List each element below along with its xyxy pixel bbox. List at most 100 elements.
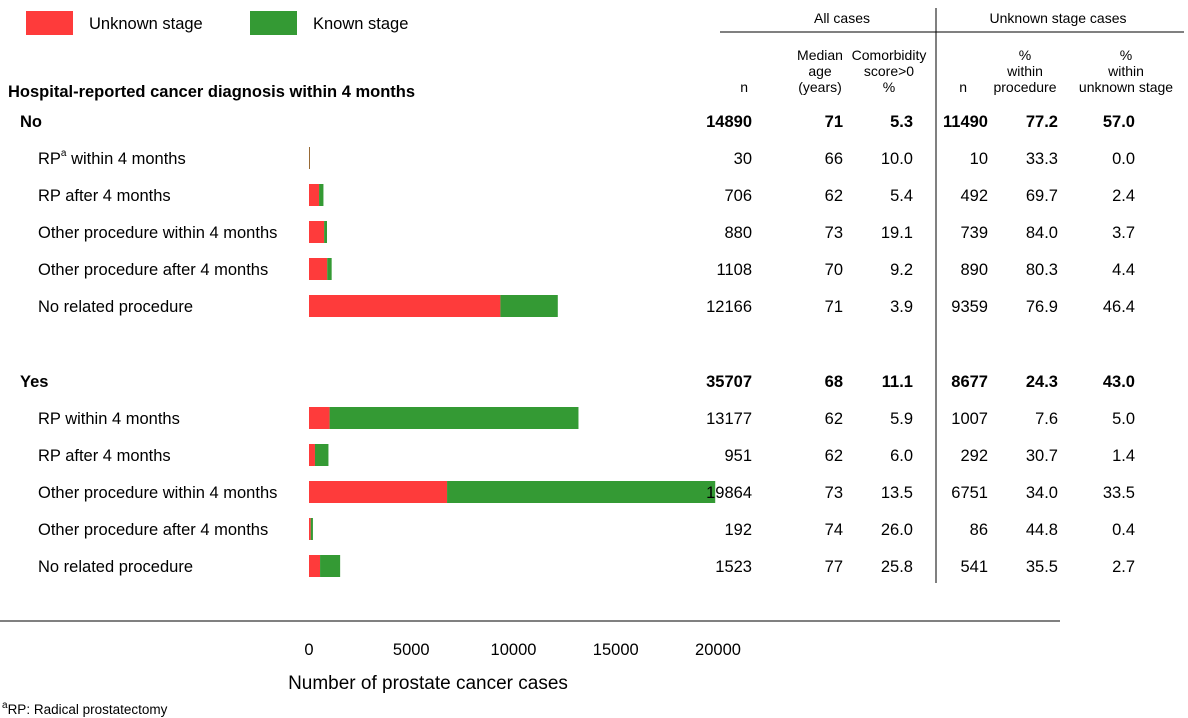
bar-unknown-stage (309, 258, 328, 280)
table-cell: 84.0 (1026, 224, 1058, 242)
x-tick-label: 5000 (393, 641, 430, 659)
table-cell: 739 (960, 224, 988, 242)
bar-known-stage (324, 221, 327, 243)
group-label-no: No (20, 113, 42, 131)
row-label: No related procedure (38, 558, 193, 576)
table-cell: 73 (825, 224, 843, 242)
table-cell: 80.3 (1026, 261, 1058, 279)
x-axis-label: Number of prostate cancer cases (288, 673, 568, 694)
table-cell: 46.4 (1103, 298, 1135, 316)
column-header-5: within (1107, 63, 1144, 79)
table-cell: 76.9 (1026, 298, 1058, 316)
group-total-cell: 8677 (951, 373, 988, 391)
column-header-1: Median (797, 47, 843, 63)
row-label-text: No related procedure (38, 298, 193, 316)
column-header-0: n (740, 79, 748, 95)
table-cell: 34.0 (1026, 484, 1058, 502)
row-label-suffix: within 4 months (66, 150, 185, 168)
row-label: Other procedure after 4 months (38, 521, 268, 539)
column-header-5: % (1120, 47, 1132, 63)
table-cell: 19.1 (881, 224, 913, 242)
table-cell: 2.7 (1112, 558, 1135, 576)
table-cell: 71 (825, 298, 843, 316)
column-header-2: % (883, 79, 895, 95)
group-total-cell: 11490 (943, 113, 988, 131)
column-header-3: n (959, 79, 967, 95)
row-label-text: Other procedure within 4 months (38, 484, 277, 502)
section-title: Hospital-reported cancer diagnosis withi… (8, 83, 415, 101)
legend-swatch-known (250, 11, 297, 35)
column-header-4: % (1019, 47, 1031, 63)
table-cell: 12166 (706, 298, 752, 316)
group-total-cell: 57.0 (1103, 113, 1135, 131)
footnote-marker: a (2, 700, 8, 711)
bar-unknown-stage (309, 518, 311, 540)
table-cell: 7.6 (1035, 410, 1058, 428)
bar-known-stage (327, 258, 332, 280)
row-label-text: Other procedure after 4 months (38, 521, 268, 539)
legend-swatch-unknown (26, 11, 73, 35)
table-cell: 35.5 (1026, 558, 1058, 576)
row-label-text: RP within 4 months (38, 410, 180, 428)
bar-known-stage (309, 147, 310, 169)
table-cell: 33.5 (1103, 484, 1135, 502)
group-total-cell: 14890 (706, 113, 752, 131)
group-label-yes: Yes (20, 373, 48, 391)
table-cell: 3.7 (1112, 224, 1135, 242)
table-cell: 13.5 (881, 484, 913, 502)
table-cell: 951 (724, 447, 752, 465)
table-cell: 9.2 (890, 261, 913, 279)
group-total-cell: 5.3 (890, 113, 913, 131)
row-label: RP within 4 months (38, 410, 180, 428)
table-cell: 13177 (706, 410, 752, 428)
group-total-cell: 11.1 (882, 373, 913, 391)
row-label: No related procedure (38, 298, 193, 316)
table-cell: 62 (825, 410, 843, 428)
bar-known-stage (320, 555, 341, 577)
row-label: Other procedure within 4 months (38, 224, 277, 242)
bar-known-stage (447, 481, 716, 503)
table-cell: 69.7 (1026, 187, 1058, 205)
table-cell: 77 (825, 558, 843, 576)
table-cell: 4.4 (1112, 261, 1135, 279)
table-cell: 3.9 (890, 298, 913, 316)
table-cell: 10 (970, 150, 988, 168)
x-tick-label: 20000 (695, 641, 741, 659)
table-cell: 44.8 (1026, 521, 1058, 539)
table-cell: 33.3 (1026, 150, 1058, 168)
table-cell: 706 (724, 187, 752, 205)
table-cell: 1007 (951, 410, 988, 428)
table-cell: 1523 (715, 558, 752, 576)
x-tick-label: 10000 (491, 641, 537, 659)
row-label: RPa within 4 months (38, 148, 186, 168)
bar-unknown-stage (309, 481, 448, 503)
bar-known-stage (314, 444, 329, 466)
table-cell: 880 (724, 224, 752, 242)
table-cell: 86 (970, 521, 988, 539)
table-cell: 73 (825, 484, 843, 502)
group-total-cell: 43.0 (1103, 373, 1135, 391)
bar-unknown-stage (309, 295, 501, 317)
column-header-1: (years) (798, 79, 842, 95)
column-header-2: Comorbidity (852, 47, 927, 63)
row-label: RP after 4 months (38, 447, 171, 465)
bar-known-stage (500, 295, 558, 317)
group-header-unknown-stage: Unknown stage cases (990, 10, 1127, 26)
bar-unknown-stage (309, 407, 330, 429)
table-cell: 292 (960, 447, 988, 465)
group-total-cell: 68 (825, 373, 843, 391)
table-cell: 26.0 (881, 521, 913, 539)
table-cell: 1108 (717, 261, 752, 279)
legend-label: Known stage (313, 15, 408, 33)
footnote-text: RP: Radical prostatectomy (8, 702, 168, 717)
table-cell: 70 (825, 261, 843, 279)
row-label: Other procedure after 4 months (38, 261, 268, 279)
x-tick-label: 0 (304, 641, 313, 659)
table-cell: 30 (734, 150, 752, 168)
table-cell: 19864 (706, 484, 752, 502)
row-label-text: Other procedure after 4 months (38, 261, 268, 279)
group-header-all-cases: All cases (814, 10, 870, 26)
group-total-cell: 24.3 (1026, 373, 1058, 391)
table-cell: 0.0 (1112, 150, 1135, 168)
